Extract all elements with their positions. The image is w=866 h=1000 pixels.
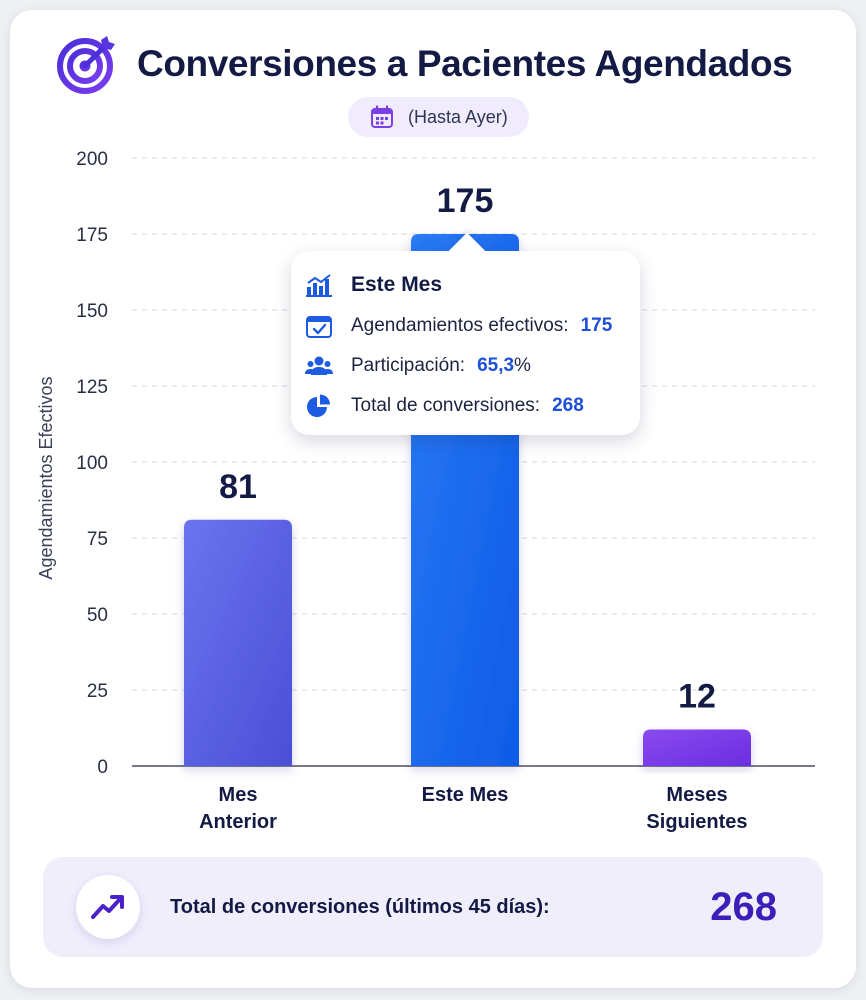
- tooltip-row-suffix: %: [514, 355, 531, 376]
- y-tick-label: 125: [76, 377, 108, 398]
- x-tick-label: Este Mes: [422, 784, 509, 806]
- tooltip-row-value: 65,3: [477, 355, 515, 376]
- tooltip-row-value: 268: [552, 395, 584, 416]
- x-tick-label: Meses: [666, 784, 727, 806]
- tooltip-title-row: Este Mes: [305, 270, 635, 300]
- target-icon: [57, 36, 115, 94]
- bar-tooltip: Este Mes Agendamientos efectivos: 175 Par…: [291, 232, 640, 435]
- pie-chart-icon: [307, 394, 330, 417]
- tooltip-row: Total de conversiones: 268: [305, 391, 635, 421]
- calendar-check-icon: [306, 316, 332, 338]
- data-label: 81: [219, 468, 257, 506]
- users-icon: [305, 356, 333, 375]
- date-range-badge: (Hasta Ayer): [348, 97, 529, 137]
- data-label: 12: [678, 678, 716, 716]
- bar: [643, 729, 751, 766]
- x-tick-label: Anterior: [199, 811, 277, 833]
- page-title: Conversiones a Pacientes Agendados: [137, 43, 793, 84]
- tooltip-row: Participación: 65,3%: [305, 351, 635, 381]
- tooltip-row-label: Participación:: [351, 355, 466, 376]
- tooltip-title: Este Mes: [351, 273, 443, 296]
- y-tick-label: 175: [76, 225, 108, 246]
- tooltip-row-label: Total de conversiones:: [351, 395, 541, 416]
- x-tick-label: Mes: [219, 784, 258, 806]
- y-tick-label: 150: [76, 301, 108, 322]
- total-summary: Total de conversiones (últimos 45 días):…: [43, 857, 823, 957]
- y-tick-label: 50: [87, 605, 108, 626]
- data-label: 175: [437, 182, 494, 220]
- total-value: 268: [710, 885, 777, 929]
- tooltip-row-label: Agendamientos efectivos:: [351, 315, 569, 336]
- trending-up-icon: [91, 895, 124, 919]
- total-label: Total de conversiones (últimos 45 días):: [170, 896, 550, 918]
- calendar-icon: [371, 105, 393, 128]
- x-tick-label: Siguientes: [646, 811, 747, 833]
- y-tick-label: 75: [87, 529, 108, 550]
- y-tick-label: 100: [76, 453, 108, 474]
- bar-chart-icon: [306, 274, 332, 297]
- tooltip-row-value: 175: [580, 315, 613, 336]
- y-tick-label: 0: [97, 757, 108, 778]
- trend-icon-badge: [76, 875, 140, 939]
- date-range-label: (Hasta Ayer): [408, 107, 508, 127]
- bar: [184, 519, 292, 766]
- tooltip-row: Agendamientos efectivos: 175: [305, 311, 635, 341]
- y-tick-label: 200: [76, 149, 108, 170]
- y-tick-label: 25: [87, 681, 108, 702]
- y-axis-label: Agendamientos Efectivos: [36, 376, 56, 579]
